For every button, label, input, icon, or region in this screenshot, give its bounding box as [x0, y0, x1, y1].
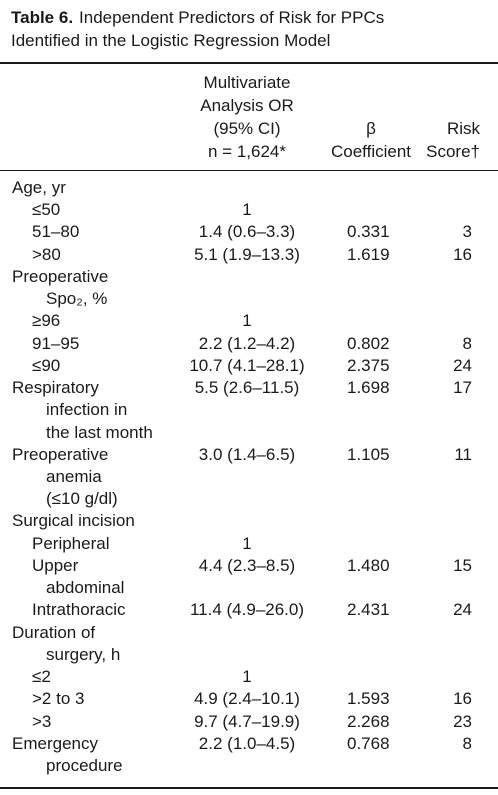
predictor-label: Surgical incision [12, 511, 135, 531]
column-header: Analysis OR [200, 96, 294, 115]
odds-ratio: 9.7 (4.7–19.9) [194, 711, 300, 731]
odds-ratio: 1 [242, 533, 252, 553]
risk-score: 16 [453, 689, 472, 709]
category-label: Upper [32, 555, 79, 575]
predictor-label: Spo₂, % [46, 289, 108, 309]
beta-coefficient: 1.480 [347, 555, 390, 575]
column-header: Risk [446, 119, 480, 138]
column-header: n = 1,624* [208, 142, 286, 161]
predictor-label: Age, yr [12, 178, 66, 197]
risk-score: 15 [453, 555, 472, 575]
top-rule [0, 62, 498, 64]
odds-ratio: 2.2 (1.0–4.5) [198, 733, 296, 753]
odds-ratio: 10.7 (4.1–28.1) [189, 355, 305, 375]
table-label: Table 6. [11, 8, 74, 27]
odds-ratio: 1 [242, 667, 252, 687]
odds-ratio: 1.4 (0.6–3.3) [198, 222, 296, 242]
category-label: ≤2 [32, 667, 51, 687]
predictor-label: surgery, h [46, 644, 121, 664]
risk-score: 16 [453, 244, 472, 264]
predictor-label: infection in [46, 400, 128, 420]
risk-score: 8 [462, 333, 472, 353]
odds-ratio: 4.4 (2.3–8.5) [198, 555, 296, 575]
category-label: ≤50 [32, 200, 61, 220]
category-label: abdominal [46, 578, 125, 598]
category-label: >80 [32, 244, 61, 264]
category-label: ≥96 [32, 311, 61, 331]
predictor-label: procedure [46, 755, 123, 775]
category-label: 91–95 [32, 333, 80, 353]
category-label: >2 to 3 [32, 689, 85, 709]
table-title: Independent Predictors of Risk for PPCs [79, 8, 385, 27]
beta-coefficient: 1.619 [347, 244, 390, 264]
odds-ratio: 4.9 (2.4–10.1) [194, 689, 300, 709]
risk-score: 24 [453, 600, 472, 620]
predictor-label: Preoperative [12, 266, 109, 286]
predictor-label: anemia [46, 466, 102, 486]
bottom-rule [0, 787, 498, 789]
predictor-label: Preoperative [12, 444, 109, 464]
beta-coefficient: 1.105 [347, 444, 390, 464]
predictor-label: Duration of [12, 622, 96, 642]
odds-ratio: 5.1 (1.9–13.3) [194, 244, 300, 264]
category-label: ≤90 [32, 355, 61, 375]
table-title: Identified in the Logistic Regression Mo… [11, 31, 331, 50]
category-label: Intrathoracic [32, 600, 126, 620]
predictor-label: (≤10 g/dl) [46, 489, 118, 509]
column-header: β [366, 119, 376, 138]
odds-ratio: 1 [242, 200, 252, 220]
column-header: (95% CI) [213, 119, 281, 138]
predictor-label: Emergency [12, 733, 98, 753]
risk-score: 3 [462, 222, 472, 242]
category-label: Peripheral [32, 533, 110, 553]
odds-ratio: 3.0 (1.4–6.5) [198, 444, 296, 464]
odds-ratio: 11.4 (4.9–26.0) [189, 600, 305, 620]
beta-coefficient: 0.331 [347, 222, 390, 242]
column-header: Coefficient [330, 142, 412, 161]
risk-score: 17 [453, 378, 472, 398]
column-header: Score† [426, 142, 480, 161]
beta-coefficient: 0.768 [347, 733, 390, 753]
risk-score: 24 [453, 355, 472, 375]
beta-coefficient: 2.268 [347, 711, 390, 731]
category-label: >3 [32, 711, 52, 731]
odds-ratio: 2.2 (1.2–4.2) [198, 333, 296, 353]
risk-score: 11 [454, 444, 472, 464]
column-header: Multivariate [203, 73, 291, 92]
beta-coefficient: 2.375 [347, 355, 390, 375]
odds-ratio: 1 [242, 311, 252, 331]
beta-coefficient: 1.698 [347, 378, 390, 398]
beta-coefficient: 2.431 [347, 600, 390, 620]
beta-coefficient: 1.593 [347, 689, 390, 709]
beta-coefficient: 0.802 [347, 333, 390, 353]
category-label: 51–80 [32, 222, 80, 242]
odds-ratio: 5.5 (2.6–11.5) [194, 378, 300, 398]
risk-score: 8 [462, 733, 472, 753]
risk-score: 23 [453, 711, 472, 731]
header-rule [0, 170, 498, 171]
predictor-label: Respiratory [12, 378, 99, 398]
predictor-label: the last month [46, 422, 153, 442]
